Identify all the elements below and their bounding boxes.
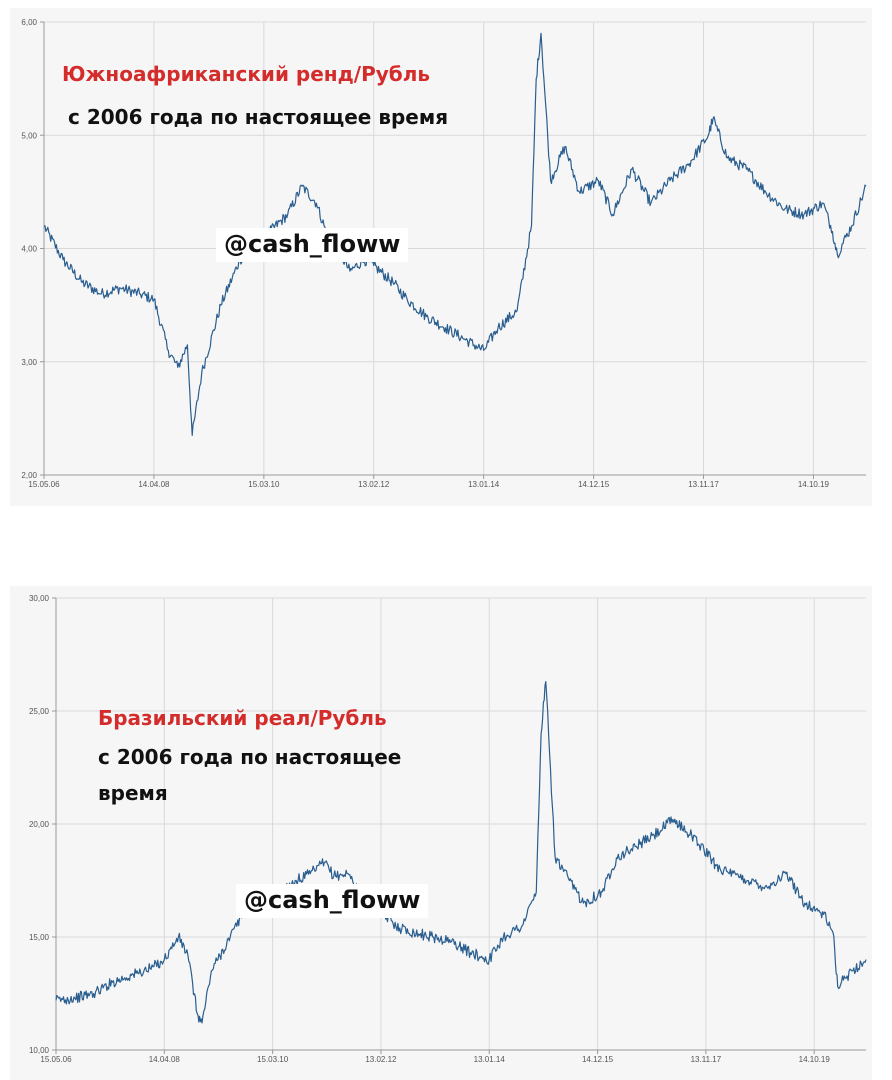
chart-background (10, 586, 872, 1080)
x-tick-label: 13.02.12 (358, 480, 390, 489)
x-tick-label: 15.03.10 (248, 480, 280, 489)
chart-title: Южноафриканский ренд/Рубль (62, 62, 431, 86)
y-tick-label: 15,00 (29, 933, 50, 942)
y-tick-label: 10,00 (29, 1046, 50, 1055)
y-tick-label: 25,00 (29, 707, 50, 716)
y-tick-label: 20,00 (29, 820, 50, 829)
series-line (43, 32, 867, 436)
watermark-handle: @cash_floww (236, 884, 429, 918)
chart-svg-brl-rub: 10,00 15,00 20,00 25,00 30,00 15.05.06 14.04.0… (29, 594, 867, 1064)
chart-svg-zar-rub: 2,00 3,00 4,00 5,00 6,00 15.05.06 14.04.08 15.0… (21, 18, 867, 489)
x-tick-label: 15.03.10 (257, 1055, 289, 1064)
x-tick-label: 13.02.12 (365, 1055, 397, 1064)
x-tick-label: 13.01.14 (474, 1055, 506, 1064)
chart-subtitle-line-2: время (98, 781, 168, 805)
x-tick-label: 14.12.15 (578, 480, 610, 489)
x-tick-label: 14.10.19 (799, 1055, 831, 1064)
x-tick-label: 13.11.17 (691, 1055, 722, 1064)
chart-panel-zar-rub: 2,00 3,00 4,00 5,00 6,00 15.05.06 14.04.08 15.0… (0, 0, 892, 510)
y-tick-label: 30,00 (29, 594, 50, 603)
y-tick-label: 5,00 (21, 131, 37, 140)
x-tick-label: 14.10.19 (798, 480, 830, 489)
y-tick-label: 3,00 (21, 358, 37, 367)
chart-subtitle-line-1: с 2006 года по настоящее (98, 745, 402, 769)
y-tick-label: 4,00 (21, 245, 37, 254)
y-tick-label: 6,00 (21, 18, 37, 27)
x-tick-label: 15.05.06 (28, 480, 60, 489)
chart-title: Бразильский реал/Рубль (98, 706, 387, 730)
x-tick-label: 13.11.17 (688, 480, 719, 489)
x-tick-label: 15.05.06 (40, 1055, 72, 1064)
x-tick-label: 14.04.08 (149, 1055, 181, 1064)
x-tick-label: 14.12.15 (582, 1055, 614, 1064)
y-tick-label: 2,00 (21, 471, 37, 480)
series-line (55, 681, 867, 1024)
x-tick-label: 13.01.14 (468, 480, 500, 489)
watermark-handle: @cash_floww (216, 228, 409, 262)
chart-subtitle: с 2006 года по настоящее время (68, 105, 449, 129)
chart-panel-brl-rub: 10,00 15,00 20,00 25,00 30,00 15.05.06 14.04.0… (0, 578, 892, 1080)
x-tick-label: 14.04.08 (138, 480, 170, 489)
